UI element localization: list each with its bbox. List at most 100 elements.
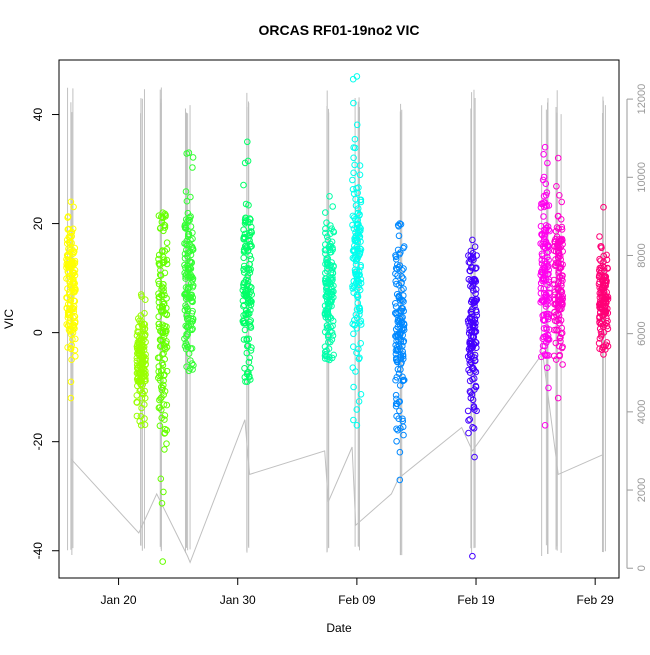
data-point [355,220,362,228]
data-point [467,247,475,255]
data-point [243,292,251,299]
altitude-trace-layer [67,87,606,564]
data-point [134,328,141,336]
data-point [545,270,552,278]
data-point [466,369,474,376]
data-point [185,149,193,156]
data-point [327,248,335,256]
data-point [399,352,407,360]
data-point [352,261,360,268]
data-point [395,292,403,300]
data-point [394,426,402,434]
data-point [466,323,474,330]
data-point [539,266,546,273]
data-point [70,321,77,328]
y2-tick-label: 12000 [636,84,648,115]
data-point [468,284,476,291]
data-point [323,275,330,283]
data-point [397,336,405,343]
data-point [466,314,474,322]
data-point [469,253,477,261]
x-tick-label: Feb 29 [576,593,614,607]
data-point [245,201,252,209]
data-point [351,135,359,143]
flight-series-12 [595,203,612,358]
y-tick-label: -20 [31,433,45,451]
data-point [557,337,564,345]
data-point [546,285,553,292]
data-point [140,390,147,398]
data-point [356,305,364,313]
data-point [321,355,329,362]
data-point [247,228,255,235]
data-point [187,345,194,352]
data-point [323,322,331,329]
data-point [161,269,169,277]
data-point [542,292,550,299]
flight-series-6 [321,193,338,364]
data-point [399,417,407,425]
data-point [557,286,565,294]
data-point [68,233,75,240]
data-point [157,224,164,232]
data-point [550,313,558,321]
data-point [244,342,251,350]
data-point [139,352,146,360]
data-point [541,143,549,151]
data-point [353,121,361,129]
y2-tick-label: 4000 [636,400,648,424]
data-point [595,280,603,288]
data-point [187,271,195,279]
chart-title: ORCAS RF01-19no2 VIC [258,22,419,38]
data-point [539,312,547,319]
data-point [155,277,162,285]
data-point [134,382,141,390]
data-point [135,347,143,355]
data-point [63,251,71,259]
data-point [183,330,190,338]
data-point [155,363,163,370]
data-point [544,159,551,167]
data-point [185,216,193,224]
data-point [556,334,564,342]
data-point [244,309,251,317]
data-points-layer [63,73,612,565]
data-point [160,372,168,379]
data-point [396,331,404,339]
y2-tick-label: 8000 [636,243,648,267]
data-point [554,285,562,293]
data-point [136,418,143,425]
flight-series-7 [349,73,365,429]
data-point [161,429,169,437]
y-axis-label: VIC [2,309,16,329]
data-point [328,329,336,336]
data-point [181,342,189,350]
data-point [141,325,149,332]
data-point [157,377,164,384]
data-point [598,333,605,340]
data-point [240,319,247,327]
data-point [71,346,79,354]
data-point [350,383,357,391]
data-point [394,221,402,229]
data-point [354,293,361,301]
data-point [557,296,564,304]
data-point [158,383,165,391]
data-point [353,224,361,232]
data-point [240,246,248,253]
data-point [399,415,406,423]
data-point [161,416,168,423]
data-point [349,247,357,255]
data-point [555,225,562,232]
data-point [326,356,333,364]
data-point [189,229,196,237]
data-point [556,305,563,313]
data-point [350,154,357,162]
data-point [329,317,337,325]
data-point [142,296,149,304]
data-point [357,391,365,398]
x-tick-label: Feb 09 [338,593,376,607]
data-point [65,311,73,318]
data-point [544,298,551,305]
data-point [63,261,70,268]
